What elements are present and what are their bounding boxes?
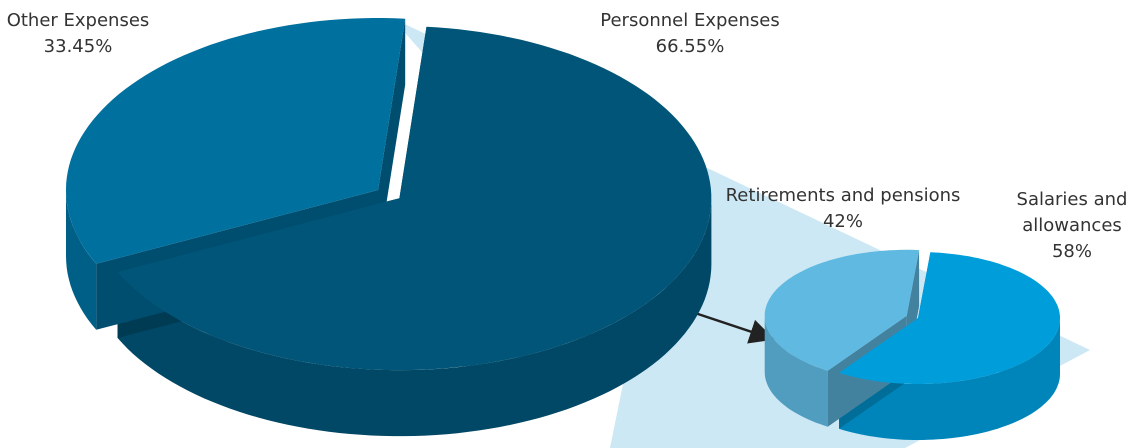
slice-side bbox=[66, 190, 97, 330]
category-label: Retirements and pensions bbox=[725, 185, 961, 206]
slice-label: Salaries and allowances 58% bbox=[1012, 187, 1131, 265]
slice bbox=[839, 252, 1060, 384]
slice-label: Other Expenses 33.45% bbox=[0, 8, 178, 60]
arrow bbox=[685, 308, 775, 344]
category-label: Other Expenses bbox=[6, 10, 150, 31]
slice bbox=[117, 26, 712, 371]
slice-label: Personnel Expenses 66.55% bbox=[560, 8, 820, 60]
value-label: 33.45% bbox=[43, 36, 113, 57]
value-label: 58% bbox=[1051, 241, 1092, 262]
slice-side bbox=[764, 315, 828, 427]
category-label: Personnel Expenses bbox=[600, 10, 780, 31]
slice bbox=[66, 18, 406, 264]
value-label: 66.55% bbox=[655, 36, 725, 57]
slice bbox=[764, 249, 920, 371]
category-label: Salaries and allowances bbox=[1016, 189, 1128, 236]
slice-side bbox=[117, 198, 712, 437]
value-label: 42% bbox=[822, 211, 863, 232]
slice-side bbox=[839, 318, 1060, 440]
slice-cut bbox=[378, 18, 406, 257]
slice-label: Retirements and pensions 42% bbox=[703, 183, 983, 235]
